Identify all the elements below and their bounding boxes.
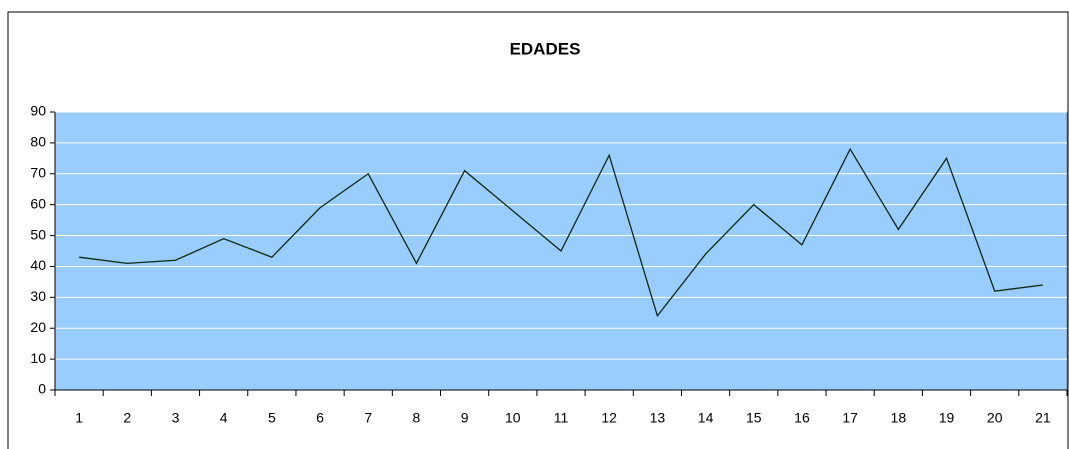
x-tick-label: 14 [698,410,714,426]
x-tick-label: 7 [364,410,372,426]
y-tick-label: 60 [30,195,46,211]
x-tick-label: 8 [413,410,421,426]
x-tick-label: 19 [939,410,955,426]
x-tick-label: 9 [461,410,469,426]
y-tick-label: 50 [30,226,46,242]
x-tick-label: 18 [891,410,907,426]
x-tick-label: 3 [172,410,180,426]
y-tick-label: 0 [38,381,46,397]
y-tick-label: 30 [30,288,46,304]
x-tick-label: 1 [75,410,83,426]
x-tick-label: 12 [601,410,617,426]
x-tick-label: 10 [505,410,521,426]
y-tick-label: 10 [30,350,46,366]
x-tick-label: 4 [220,410,228,426]
x-tick-label: 21 [1035,410,1051,426]
x-tick-label: 17 [842,410,858,426]
x-tick-label: 6 [316,410,324,426]
y-tick-label: 80 [30,134,46,150]
chart-frame [7,11,1069,449]
data-line [79,147,1043,318]
x-tick-label: 11 [554,410,569,426]
x-tick-label: 15 [746,410,762,426]
x-tick-label: 20 [987,410,1003,426]
chart-title: EDADES [510,39,581,58]
y-tick-label: 20 [30,319,46,335]
y-tick-label: 40 [30,257,46,273]
x-tick-label: 2 [123,410,131,426]
x-tick-label: 5 [268,410,276,426]
x-tick-label: 16 [794,410,810,426]
y-tick-label: 70 [30,164,46,180]
y-tick-label: 90 [30,103,46,119]
x-tick-label: 13 [650,410,666,426]
